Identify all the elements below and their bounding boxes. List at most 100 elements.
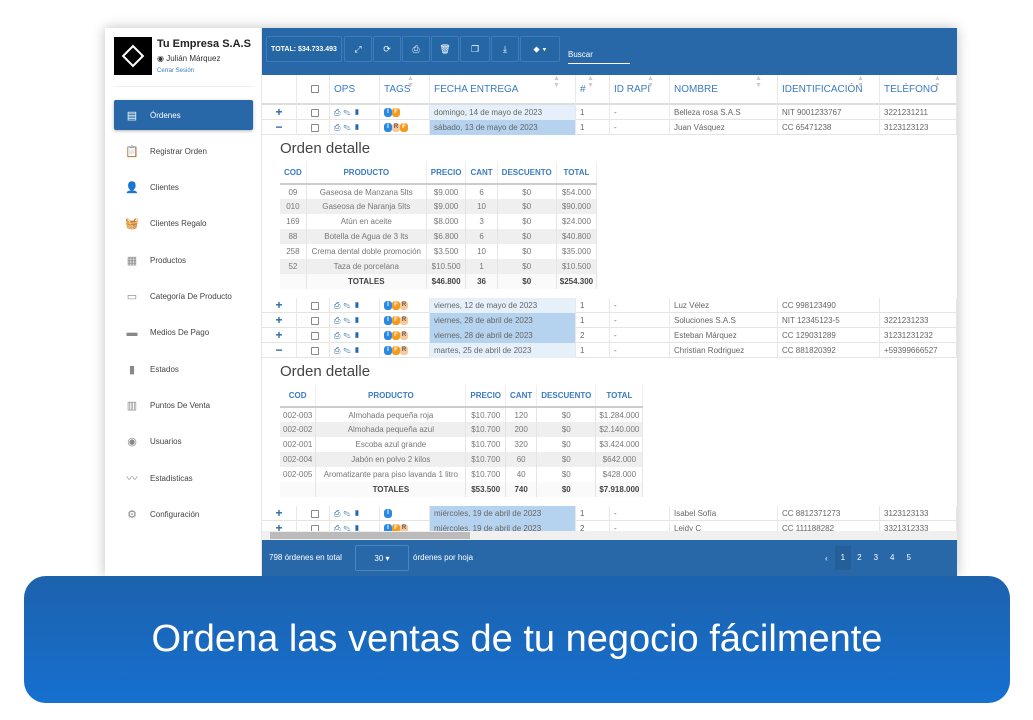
tag-r: R xyxy=(400,331,408,341)
bookmark-icon[interactable]: ▮ xyxy=(353,123,363,132)
sidebar-item-estadisticas[interactable]: 〰 Estadisticas xyxy=(114,463,253,493)
print-icon[interactable]: ⎙ xyxy=(334,316,344,325)
bookmark-icon[interactable]: ▮ xyxy=(353,524,363,533)
column-header[interactable] xyxy=(262,75,297,105)
sidebar-item-órdenes[interactable]: ▤ Órdenes xyxy=(114,100,253,130)
sort-icon[interactable]: ▲▼ xyxy=(755,75,762,89)
row-checkbox[interactable] xyxy=(311,331,319,340)
page-button[interactable]: 1 xyxy=(834,546,852,570)
refresh-icon[interactable]: ⟳ xyxy=(373,36,401,62)
sort-icon[interactable]: ▲▼ xyxy=(587,75,594,89)
expand-toggle[interactable]: + xyxy=(262,313,297,328)
edit-icon[interactable]: ✎ xyxy=(343,123,354,132)
edit-icon[interactable]: ✎ xyxy=(343,301,354,310)
sidebar-item-clientes[interactable]: 👤 Clientes xyxy=(114,173,253,203)
sidebar-item-registrar-orden[interactable]: 📋 Registrar Orden xyxy=(114,136,253,166)
edit-icon[interactable]: ✎ xyxy=(343,346,354,355)
row-checkbox[interactable] xyxy=(311,316,319,325)
bookmark-icon[interactable]: ▮ xyxy=(353,331,363,340)
column-header[interactable] xyxy=(297,75,330,105)
edit-icon[interactable]: ✎ xyxy=(343,331,354,340)
expand-toggle[interactable]: + xyxy=(262,506,297,521)
row-checkbox[interactable] xyxy=(311,509,319,518)
scrollbar-thumb[interactable] xyxy=(270,532,470,539)
sort-icon[interactable]: ▲▼ xyxy=(553,75,560,89)
select-all-checkbox[interactable] xyxy=(311,85,319,94)
cell: ⎙✎▮ xyxy=(330,328,380,343)
column-header[interactable]: # ▲▼ xyxy=(576,75,610,105)
print-icon[interactable]: ⎙ xyxy=(334,509,344,518)
bookmark-icon[interactable]: ▮ xyxy=(353,301,363,310)
column-header-label: NOMBRE xyxy=(674,84,718,95)
edit-icon[interactable]: ✎ xyxy=(343,509,354,518)
sort-icon[interactable]: ▲▼ xyxy=(407,75,414,89)
column-header[interactable]: NOMBRE ▲▼ xyxy=(670,75,778,105)
tag-dropdown-icon[interactable]: ⬥ ▾ xyxy=(520,36,560,62)
row-checkbox[interactable] xyxy=(311,108,319,117)
bookmark-icon[interactable]: ▮ xyxy=(353,346,363,355)
expand-toggle[interactable]: − xyxy=(262,343,297,358)
expand-toggle[interactable]: − xyxy=(262,120,297,135)
edit-icon[interactable]: ✎ xyxy=(343,524,354,533)
expand-icon[interactable]: ⤢ xyxy=(344,36,372,62)
print-icon[interactable]: ⎙ xyxy=(334,123,344,132)
logout-link[interactable]: Cerrar Sesión xyxy=(157,68,195,74)
row-checkbox[interactable] xyxy=(311,123,319,132)
sidebar-item-configuración[interactable]: ⚙ Configuración xyxy=(114,499,253,529)
page-button[interactable]: 4 xyxy=(890,553,895,562)
edit-icon[interactable]: ✎ xyxy=(343,316,354,325)
sidebar-item-categoría-de-producto[interactable]: ▭ Categoría De Producto xyxy=(114,282,253,312)
print-icon[interactable]: ⎙ xyxy=(334,108,344,117)
expand-toggle[interactable]: + xyxy=(262,105,297,120)
sidebar-item-usuarios[interactable]: ◉ Usuarios xyxy=(114,427,253,457)
download-icon[interactable]: ⤓ xyxy=(491,36,519,62)
sidebar-item-puntos-de-venta[interactable]: ▥ Puntos De Venta xyxy=(114,390,253,420)
copy-icon[interactable]: ❐ xyxy=(460,36,490,62)
column-header[interactable]: IDENTIFICACIÓN ▲▼ xyxy=(778,75,880,105)
page-button[interactable]: 5 xyxy=(906,553,911,562)
sidebar-item-productos[interactable]: ▦ Productos xyxy=(114,245,253,275)
column-header[interactable]: TAGS ▲▼ xyxy=(380,75,430,105)
row-checkbox[interactable] xyxy=(311,346,319,355)
sidebar-item-estados[interactable]: ▮ Estados xyxy=(114,354,253,384)
column-header[interactable]: TELÉFONO ▲▼ xyxy=(880,75,957,105)
search-input[interactable]: Buscar xyxy=(568,42,630,64)
column-header[interactable]: OPS xyxy=(330,75,380,105)
edit-icon[interactable]: ✎ xyxy=(343,108,354,117)
bookmark-icon[interactable]: ▮ xyxy=(353,108,363,117)
per-page-select[interactable]: 30 ▾ xyxy=(355,545,409,571)
sort-icon[interactable]: ▲▼ xyxy=(647,75,654,89)
page-button[interactable]: 2 xyxy=(857,553,862,562)
horizontal-scrollbar[interactable] xyxy=(262,531,957,540)
sidebar-item-medios-de-pago[interactable]: ▬ Medios De Pago xyxy=(114,318,253,348)
print-icon[interactable]: ⎙ xyxy=(334,301,344,310)
print-icon[interactable]: ⎙ xyxy=(334,331,344,340)
bookmark-icon[interactable]: ▮ xyxy=(353,316,363,325)
sort-icon[interactable]: ▲▼ xyxy=(857,75,864,89)
page-button[interactable]: 3 xyxy=(873,553,879,562)
expand-toggle[interactable]: + xyxy=(262,521,297,536)
sidebar-item-clientes-regalo[interactable]: 🧺 Clientes Regalo xyxy=(114,209,253,239)
detail-cell: 10 xyxy=(465,199,498,214)
total-button[interactable]: TOTAL: $34.733.493 xyxy=(266,36,342,62)
print-icon[interactable]: ⎙ xyxy=(334,524,344,533)
bookmark-icon[interactable]: ▮ xyxy=(353,509,363,518)
print-icon[interactable]: ⎙ xyxy=(334,346,344,355)
row-checkbox[interactable] xyxy=(311,301,319,310)
sort-icon[interactable]: ▲▼ xyxy=(934,75,941,89)
expand-toggle[interactable]: + xyxy=(262,328,297,343)
column-header[interactable]: FECHA ENTREGA ▲▼ xyxy=(430,75,576,105)
trash-icon[interactable]: 🗑 xyxy=(431,36,459,62)
column-header[interactable]: ID RAPI ▲▼ xyxy=(610,75,670,105)
print-icon[interactable]: ⎙ xyxy=(402,36,430,62)
prev-page-button[interactable]: ‹ xyxy=(825,553,828,563)
expand-toggle[interactable]: + xyxy=(262,298,297,313)
